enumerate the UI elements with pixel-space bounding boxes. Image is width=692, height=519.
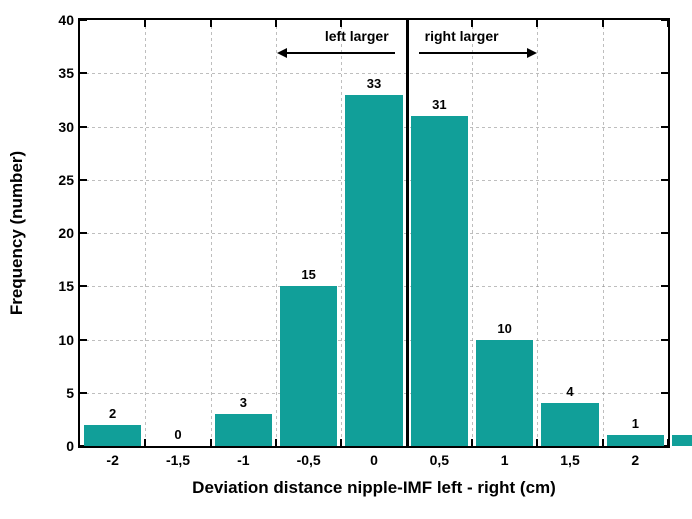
y-tick-label: 0 (48, 438, 74, 454)
bar (476, 340, 533, 447)
x-tick (210, 439, 212, 446)
y-tick (661, 392, 668, 394)
x-tick (144, 439, 146, 446)
x-tick (536, 439, 538, 446)
arrow-left (287, 52, 395, 54)
bar-value-label: 10 (485, 321, 525, 336)
y-tick-label: 35 (48, 65, 74, 81)
y-tick-label: 40 (48, 12, 74, 28)
x-tick (667, 20, 669, 27)
gridline-v (276, 20, 277, 446)
annotation-left-larger: left larger (325, 28, 389, 44)
bar-value-label: 1 (615, 416, 655, 431)
bar-value-label: 4 (550, 384, 590, 399)
y-tick-label: 30 (48, 119, 74, 135)
y-tick (661, 232, 668, 234)
gridline-v (341, 20, 342, 446)
bar (607, 435, 664, 446)
center-reference-line (406, 20, 409, 446)
arrow-left-head-icon (277, 48, 287, 58)
y-tick-label: 5 (48, 385, 74, 401)
y-axis-title: Frequency (number) (6, 18, 28, 448)
bar-value-label: 3 (223, 395, 263, 410)
x-axis-title: Deviation distance nipple-IMF left - rig… (78, 478, 670, 498)
annotation-right-larger: right larger (425, 28, 499, 44)
y-tick-label: 10 (48, 332, 74, 348)
arrow-right-head-icon (527, 48, 537, 58)
y-tick (661, 285, 668, 287)
y-tick (661, 126, 668, 128)
bar-value-label: 2 (93, 406, 133, 421)
bar (84, 425, 141, 446)
y-axis-title-text: Frequency (number) (7, 151, 27, 315)
y-tick (80, 232, 87, 234)
bar (345, 95, 402, 446)
x-tick (602, 439, 604, 446)
arrow-right (419, 52, 527, 54)
bar (672, 435, 692, 446)
gridline-v (603, 20, 604, 446)
x-tick (536, 20, 538, 27)
x-tick (340, 20, 342, 27)
gridline-v (211, 20, 212, 446)
x-tick (602, 20, 604, 27)
x-tick (210, 20, 212, 27)
x-tick-label: 0 (349, 452, 399, 468)
bar-value-label: 1 (681, 416, 692, 431)
x-tick (471, 20, 473, 27)
y-tick (80, 126, 87, 128)
bar (541, 403, 598, 446)
x-tick (275, 20, 277, 27)
histogram-chart: Frequency (number) 20315333110411left la… (0, 0, 692, 519)
bar-value-label: 31 (419, 97, 459, 112)
bar (411, 116, 468, 446)
y-tick (661, 72, 668, 74)
bar (215, 414, 272, 446)
y-tick-label: 20 (48, 225, 74, 241)
bar (280, 286, 337, 446)
bar-value-label: 15 (289, 267, 329, 282)
y-tick-label: 25 (48, 172, 74, 188)
y-tick (661, 339, 668, 341)
x-tick-label: -0,5 (284, 452, 334, 468)
y-tick (80, 72, 87, 74)
x-tick (667, 439, 669, 446)
x-tick-label: -1 (218, 452, 268, 468)
x-tick (340, 439, 342, 446)
y-tick (661, 179, 668, 181)
y-tick (80, 19, 87, 21)
x-tick-label: -2 (88, 452, 138, 468)
y-tick (80, 179, 87, 181)
x-tick-label: 1,5 (545, 452, 595, 468)
x-tick (144, 20, 146, 27)
x-tick-label: 0,5 (414, 452, 464, 468)
gridline-v (145, 20, 146, 446)
x-tick-label: -1,5 (153, 452, 203, 468)
gridline-v (537, 20, 538, 446)
gridline-v (472, 20, 473, 446)
plot-area: 20315333110411left largerright larger (78, 18, 670, 448)
y-tick (80, 339, 87, 341)
x-tick (275, 439, 277, 446)
x-tick (471, 439, 473, 446)
y-tick (80, 285, 87, 287)
gridline-h (80, 73, 668, 74)
x-tick-label: 1 (480, 452, 530, 468)
y-tick-label: 15 (48, 278, 74, 294)
bar-value-label: 0 (158, 427, 198, 442)
x-tick-label: 2 (610, 452, 660, 468)
y-tick (80, 392, 87, 394)
bar-value-label: 33 (354, 76, 394, 91)
